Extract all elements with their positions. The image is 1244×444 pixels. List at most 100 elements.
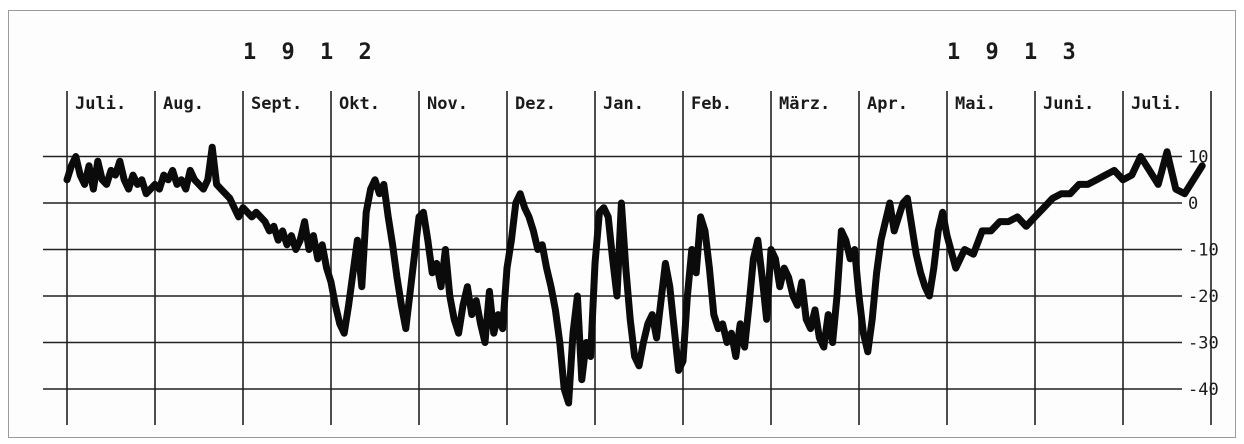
data-point — [1014, 214, 1021, 220]
data-point — [1155, 181, 1161, 187]
data-point — [777, 284, 783, 290]
data-point — [156, 186, 162, 192]
data-point — [390, 242, 396, 248]
data-point — [1041, 205, 1047, 211]
data-point — [95, 158, 101, 164]
data-point — [711, 312, 717, 318]
data-point — [469, 312, 475, 318]
data-point — [438, 284, 444, 290]
data-point — [755, 237, 761, 243]
data-point — [447, 293, 453, 299]
data-point — [196, 181, 202, 187]
data-point — [856, 293, 862, 299]
data-point — [68, 163, 74, 169]
data-point — [187, 167, 193, 173]
data-point — [434, 260, 440, 266]
data-point — [73, 153, 79, 160]
data-point — [764, 316, 770, 322]
data-point — [750, 256, 757, 262]
data-point — [222, 191, 228, 197]
data-point — [825, 312, 831, 318]
data-point — [843, 237, 849, 243]
data-point — [693, 270, 699, 276]
data-point — [574, 293, 581, 299]
year-label: 1 9 1 3 — [947, 40, 1082, 65]
data-point — [979, 228, 985, 234]
data-point — [896, 214, 902, 220]
data-point — [759, 274, 765, 280]
data-point — [1199, 163, 1205, 169]
data-point — [526, 214, 532, 220]
data-point — [293, 246, 299, 253]
data-point — [1164, 149, 1170, 155]
data-point — [165, 177, 171, 183]
data-point — [513, 200, 519, 206]
data-point — [821, 344, 827, 350]
data-point — [394, 274, 400, 280]
data-point — [451, 316, 457, 322]
data-point — [473, 298, 479, 304]
data-point — [1050, 195, 1056, 201]
data-point — [112, 172, 118, 178]
data-point — [271, 223, 277, 229]
data-point — [139, 177, 145, 183]
data-point — [816, 335, 823, 341]
data-point — [491, 330, 497, 336]
data-point — [108, 167, 114, 173]
data-point — [90, 186, 96, 192]
data-point — [170, 167, 176, 173]
data-point — [420, 209, 426, 215]
data-point — [337, 321, 343, 327]
data-point — [297, 237, 303, 243]
data-point — [341, 330, 347, 336]
data-point — [579, 377, 585, 383]
data-point — [649, 312, 655, 318]
data-point — [1032, 214, 1038, 220]
data-point — [869, 316, 875, 322]
data-point — [64, 177, 70, 183]
data-point — [407, 288, 413, 294]
data-point — [610, 256, 616, 262]
data-point — [205, 177, 211, 183]
data-point — [838, 228, 845, 234]
data-point — [262, 219, 268, 225]
data-point — [1138, 153, 1144, 160]
data-point — [1058, 191, 1064, 197]
data-point — [623, 265, 629, 271]
data-point — [99, 177, 105, 183]
data-point — [539, 242, 545, 248]
data-point — [319, 242, 325, 248]
data-point — [632, 353, 638, 360]
y-tick-label: -30 — [1188, 334, 1219, 354]
data-point — [790, 293, 796, 299]
data-point — [799, 279, 805, 285]
data-point — [988, 228, 994, 234]
data-point — [1076, 181, 1082, 187]
data-point — [381, 181, 387, 187]
month-label: März. — [779, 94, 830, 114]
data-point — [1146, 167, 1152, 173]
data-point — [249, 214, 255, 220]
data-point — [935, 228, 941, 234]
data-point — [288, 233, 294, 239]
data-point — [601, 205, 607, 211]
month-label: Juni. — [1043, 94, 1094, 114]
month-label: Mai. — [955, 94, 996, 114]
data-point — [852, 246, 858, 253]
data-point — [456, 330, 462, 336]
month-label: Okt. — [339, 94, 380, 114]
data-point — [548, 284, 554, 290]
data-point — [781, 265, 787, 271]
data-point — [596, 209, 603, 215]
data-point — [302, 219, 308, 225]
data-point — [280, 228, 286, 234]
data-point — [720, 321, 726, 327]
month-label: Juli. — [1131, 94, 1182, 114]
data-point — [478, 321, 484, 327]
data-point — [253, 209, 259, 215]
data-point — [566, 400, 572, 406]
month-label: Sept. — [251, 94, 302, 114]
data-point — [592, 260, 598, 266]
data-point — [258, 214, 264, 220]
